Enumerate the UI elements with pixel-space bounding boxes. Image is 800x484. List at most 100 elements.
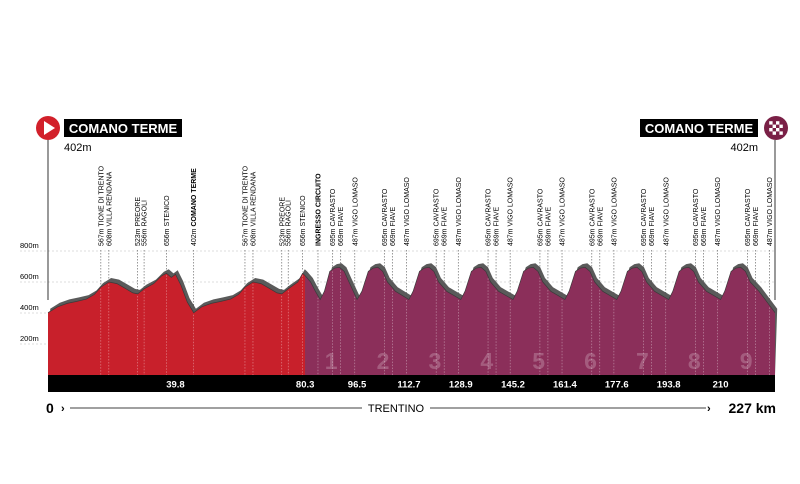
waypoint-label: 669m FIAVE — [338, 207, 345, 246]
lap-number: 2 — [377, 348, 390, 374]
lap-number: 7 — [636, 348, 649, 374]
lap-number: 9 — [740, 348, 753, 374]
waypoint-label: 567m TIONE DI TRENTO — [98, 165, 105, 246]
waypoint-label: 656m STENICO — [300, 195, 307, 246]
start-km-label: 0 — [46, 400, 54, 416]
waypoint-label-text: 402m — [191, 227, 198, 246]
waypoint-label-text: 487m VIGO LOMASO — [715, 177, 722, 246]
flag-square — [772, 131, 776, 135]
waypoint-label-text: 556m RAGOLI — [142, 200, 149, 246]
waypoint-label: 487m VIGO LOMASO — [715, 177, 722, 246]
end-chevron-icon: › — [707, 403, 711, 415]
waypoint-label-text: 695m CAVRASTO — [382, 188, 389, 246]
waypoint-label-text: 487m VIGO LOMASO — [404, 177, 411, 246]
waypoint-label-text: 567m TIONE DI TRENTO — [98, 165, 105, 246]
flag-square — [772, 124, 776, 128]
waypoint-label-bold: INGRESSO CIRCUITO — [315, 173, 322, 246]
waypoint-label-text: 695m CAVRASTO — [745, 188, 752, 246]
waypoint-label-text: 669m FIAVE — [597, 207, 604, 246]
waypoint-label-text: 608m VILLA RENDANA — [106, 171, 113, 246]
waypoint-label-text: 487m VIGO LOMASO — [352, 177, 359, 246]
waypoint-label: 556m RAGOLI — [142, 200, 149, 246]
km-marker: 161.4 — [553, 380, 577, 391]
waypoint-label-text: 695m CAVRASTO — [693, 188, 700, 246]
waypoint-label: 695m CAVRASTO — [745, 188, 752, 246]
km-marker: 112.7 — [397, 380, 420, 391]
waypoint-label: 695m CAVRASTO — [641, 188, 648, 246]
waypoint-label-text: 487m VIGO LOMASO — [560, 177, 567, 246]
end-km-label: 227 km — [729, 400, 776, 416]
waypoint-label: 608m VILLA RENDANA — [250, 171, 257, 246]
start-name: COMANO TERME — [69, 121, 178, 136]
lap-number: 3 — [428, 348, 441, 374]
waypoint-label: 656m STENICO — [164, 195, 171, 246]
waypoint-label-text: 695m CAVRASTO — [330, 188, 337, 246]
waypoint-label-bold: COMANO TERME — [191, 168, 198, 227]
waypoint-label: 669m FIAVE — [597, 207, 604, 246]
km-marker: 145.2 — [501, 380, 525, 391]
waypoint-label-text: 669m FIAVE — [545, 207, 552, 246]
flag-square — [776, 128, 780, 132]
waypoint-label: 695m CAVRASTO — [537, 188, 544, 246]
waypoint-label-text: 487m VIGO LOMASO — [663, 177, 670, 246]
lap-number: 4 — [480, 348, 493, 374]
start-name-box — [64, 119, 182, 137]
waypoint-label: 669m FIAVE — [442, 207, 449, 246]
lap-numbers: 1 2 3 4 5 6 7 8 9 — [325, 348, 753, 374]
profile-line-section — [48, 273, 306, 375]
km-marker: 96.5 — [348, 380, 367, 391]
waypoint-label: 523m PREORE — [135, 197, 142, 246]
y-tick-label: 400m — [20, 303, 39, 312]
waypoint-label-text: 487m VIGO LOMASO — [767, 177, 774, 246]
waypoint-label: 669m FIAVE — [494, 207, 501, 246]
waypoint-label-text: 556m RAGOLI — [286, 200, 293, 246]
waypoint-label: 487m VIGO LOMASO — [456, 177, 463, 246]
waypoint-label-text: 669m FIAVE — [442, 207, 449, 246]
waypoint-label: 669m FIAVE — [649, 207, 656, 246]
waypoint-label-text: 487m VIGO LOMASO — [611, 177, 618, 246]
waypoint-label: 695m CAVRASTO — [486, 188, 493, 246]
km-marker: 210 — [713, 380, 729, 391]
waypoint-label: INGRESSO CIRCUITO — [315, 173, 322, 246]
waypoint-label: 487m VIGO LOMASO — [508, 177, 515, 246]
waypoint-label: 487m VIGO LOMASO — [611, 177, 618, 246]
waypoint-label-text: 656m STENICO — [300, 195, 307, 246]
y-tick-label: 200m — [20, 334, 39, 343]
flag-square — [769, 128, 773, 132]
waypoint-label-text: 695m CAVRASTO — [641, 188, 648, 246]
waypoint-label: 487m VIGO LOMASO — [352, 177, 359, 246]
waypoint-label: 487m VIGO LOMASO — [663, 177, 670, 246]
waypoint-label-text: 695m CAVRASTO — [434, 188, 441, 246]
waypoint-label-text: 608m VILLA RENDANA — [250, 171, 257, 246]
waypoint-label: 487m VIGO LOMASO — [404, 177, 411, 246]
waypoint-label: 608m VILLA RENDANA — [106, 171, 113, 246]
finish-name-box — [640, 119, 758, 137]
lap-number: 8 — [688, 348, 701, 374]
waypoint-label: 669m FIAVE — [390, 207, 397, 246]
flag-square — [779, 124, 783, 128]
finish-elevation: 402m — [730, 142, 758, 154]
start-header: COMANO TERME 402m — [36, 116, 182, 300]
waypoint-label-text: 695m CAVRASTO — [589, 188, 596, 246]
region-label: TRENTINO — [368, 403, 425, 415]
finish-name: COMANO TERME — [645, 121, 754, 136]
waypoint-label-text: 669m FIAVE — [390, 207, 397, 246]
waypoint-label-text: 695m CAVRASTO — [486, 188, 493, 246]
waypoint-label-text: 669m FIAVE — [494, 207, 501, 246]
waypoint-label: 669m FIAVE — [701, 207, 708, 246]
profile-areas — [47, 263, 778, 375]
profile-circuit-section — [305, 267, 775, 375]
waypoint-label-text: 523m PREORE — [135, 197, 142, 246]
waypoint-label-text: 695m CAVRASTO — [537, 188, 544, 246]
waypoint-label-text: 669m FIAVE — [701, 207, 708, 246]
waypoint-label: 669m FIAVE — [545, 207, 552, 246]
waypoint-label-text: 669m FIAVE — [649, 207, 656, 246]
waypoint-label: 695m CAVRASTO — [330, 188, 337, 246]
km-bar: 39.8 80.3 96.5 112.7 128.9 145.2 161.4 177.6 193… — [48, 375, 775, 392]
finish-header: COMANO TERME 402m — [640, 116, 788, 300]
waypoint-label: 695m CAVRASTO — [693, 188, 700, 246]
waypoint-label: 556m RAGOLI — [286, 200, 293, 246]
waypoint-label-text: 523m PREORE — [279, 197, 286, 246]
y-tick-label: 800m — [20, 241, 39, 250]
